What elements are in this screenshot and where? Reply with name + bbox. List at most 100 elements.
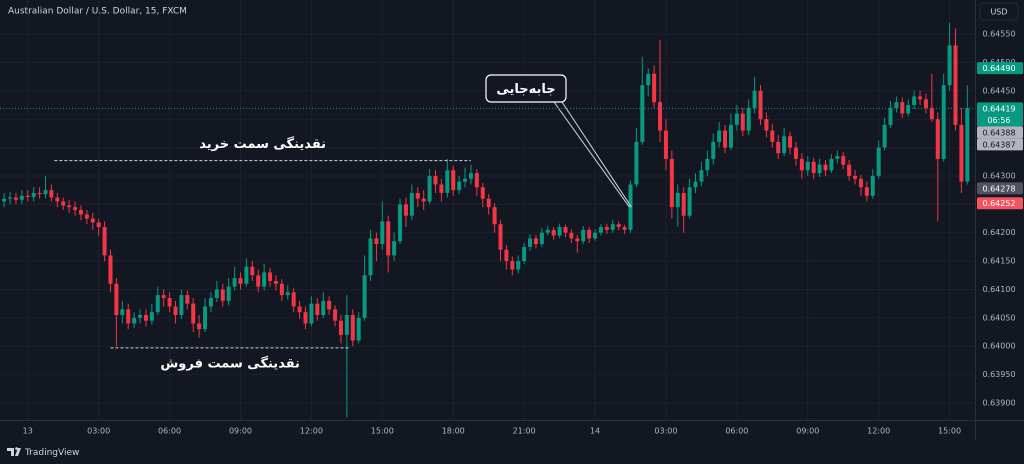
candle-body (185, 295, 190, 304)
candle-body (687, 187, 692, 216)
candle-body (610, 224, 615, 230)
price-label-box (977, 182, 1023, 195)
x-tick-label: 15:00 (371, 427, 394, 436)
candle-body (811, 161, 816, 174)
x-tick-label: 13 (23, 427, 33, 436)
candle-body (457, 181, 462, 191)
candle-body (947, 45, 952, 86)
candle-body (31, 192, 36, 197)
candle-body (197, 323, 202, 330)
candle-body (445, 170, 450, 193)
y-tick-label: 0.64050 (982, 313, 1015, 322)
candle-body (693, 181, 698, 188)
candle-body (78, 210, 83, 215)
candle-body (876, 147, 881, 176)
y-tick-label: 0.63950 (982, 370, 1015, 379)
candle-body (758, 90, 763, 120)
candle-body (114, 283, 119, 315)
currency[interactable]: USD (990, 8, 1007, 17)
logo-icon (7, 447, 21, 456)
candle-body (108, 255, 113, 284)
x-tick-label: 03:00 (654, 427, 677, 436)
candle-body (203, 306, 208, 330)
x-tick-label: 12:00 (867, 427, 890, 436)
candle-body (226, 286, 231, 301)
candle-body (327, 300, 332, 310)
candle-body (285, 292, 290, 296)
candle-body (84, 214, 89, 219)
price-label: 0.64388 (982, 128, 1015, 137)
grid (0, 0, 975, 420)
price-label-box (977, 126, 1023, 139)
candle-body (380, 221, 385, 245)
y-tick-label: 0.64200 (982, 228, 1015, 237)
y-tick-label: 0.64300 (982, 171, 1015, 180)
candle-body (90, 218, 95, 223)
candle-body (918, 96, 923, 100)
price-label: 0.64490 (982, 64, 1015, 73)
candle-body (504, 249, 509, 262)
candle-body (486, 198, 491, 208)
candle-body (776, 141, 781, 154)
candle-body (273, 280, 278, 284)
candle-body (409, 192, 414, 216)
candle-body (622, 227, 627, 230)
y-tick-label: 0.64550 (982, 30, 1015, 39)
candle-body (433, 175, 438, 185)
candle-body (669, 158, 674, 208)
candle-body (250, 266, 255, 276)
candle-body (510, 261, 515, 270)
candle-body (734, 113, 739, 125)
candle-body (73, 207, 78, 210)
candle-body (728, 124, 733, 148)
candle-body (61, 201, 66, 206)
liquidity-label: نقدینگی سمت خرید (199, 136, 326, 152)
currency-button[interactable] (979, 2, 1019, 21)
candle-body (575, 238, 580, 242)
x-tick-label: 18:00 (442, 427, 465, 436)
candle-body (303, 312, 308, 324)
y-tick-label: 0.64150 (982, 257, 1015, 266)
callout-label: جابه‌جایی (496, 82, 555, 97)
candle-body (894, 102, 899, 108)
x-tick-label: 09:00 (796, 427, 819, 436)
candle-body (451, 170, 456, 191)
candle-body (179, 295, 184, 315)
candle-body (539, 232, 544, 245)
candle-body (941, 85, 946, 159)
candle-body (220, 289, 225, 301)
candle-body (338, 320, 343, 335)
candle-body (191, 303, 196, 324)
candle-body (764, 119, 769, 131)
candle-body (587, 229, 592, 239)
candle-body (492, 207, 497, 225)
countdown: 06:56 (987, 116, 1010, 125)
candle-body (882, 124, 887, 148)
price-label: 0.64387 (982, 140, 1015, 149)
candle-body (498, 224, 503, 250)
candle-body (49, 190, 54, 198)
candle-body (563, 227, 568, 233)
candle-body (173, 306, 178, 315)
x-tick-label: 15:00 (938, 427, 961, 436)
axes: 0.63900 0.63950 0.64000 0.64050 0.64100 0.641… (23, 30, 1023, 436)
candle-body (557, 227, 562, 236)
candle-body (935, 119, 940, 159)
candle-body (25, 195, 30, 197)
candle-body (593, 232, 598, 239)
candle-body (853, 175, 858, 179)
candle-body (752, 90, 757, 108)
candle-body (374, 238, 379, 245)
candle-body (740, 113, 745, 131)
candle-body (468, 173, 473, 179)
candle-body (681, 192, 686, 216)
candle-body (2, 198, 7, 202)
candle-body (480, 187, 485, 199)
x-tick-label: 03:00 (87, 427, 110, 436)
candle-body (120, 309, 125, 315)
callout-box (485, 74, 567, 103)
candle-body (415, 192, 420, 199)
candle-body (43, 190, 48, 195)
candle-body (463, 178, 468, 182)
candle-body (398, 204, 403, 242)
